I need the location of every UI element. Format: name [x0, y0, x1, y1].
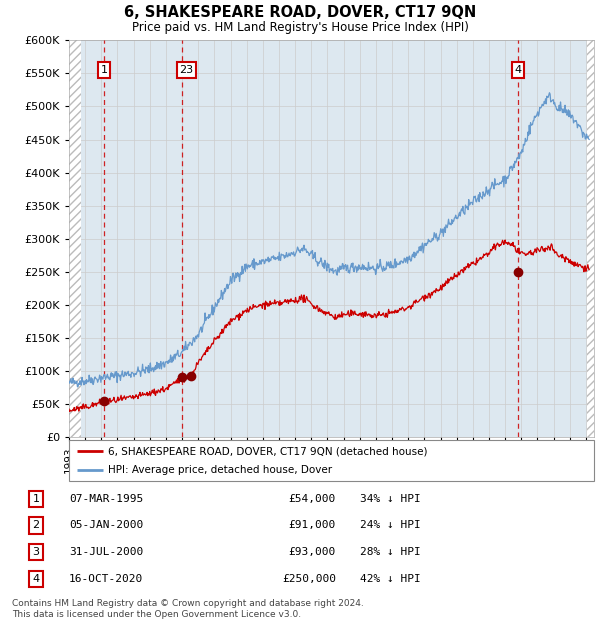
- Text: 4: 4: [32, 574, 40, 584]
- Text: £93,000: £93,000: [289, 547, 336, 557]
- Text: £54,000: £54,000: [289, 494, 336, 504]
- Text: £91,000: £91,000: [289, 520, 336, 531]
- Bar: [587, 40, 594, 437]
- Text: 34% ↓ HPI: 34% ↓ HPI: [360, 494, 421, 504]
- Text: 31-JUL-2000: 31-JUL-2000: [69, 547, 143, 557]
- Text: Contains HM Land Registry data © Crown copyright and database right 2024.
This d: Contains HM Land Registry data © Crown c…: [12, 600, 364, 619]
- Text: 4: 4: [514, 65, 521, 75]
- Text: 6, SHAKESPEARE ROAD, DOVER, CT17 9QN: 6, SHAKESPEARE ROAD, DOVER, CT17 9QN: [124, 5, 476, 20]
- Text: 28% ↓ HPI: 28% ↓ HPI: [360, 547, 421, 557]
- Text: 16-OCT-2020: 16-OCT-2020: [69, 574, 143, 584]
- Text: Price paid vs. HM Land Registry's House Price Index (HPI): Price paid vs. HM Land Registry's House …: [131, 21, 469, 34]
- Text: 23: 23: [179, 65, 194, 75]
- Text: £250,000: £250,000: [282, 574, 336, 584]
- FancyBboxPatch shape: [69, 440, 594, 480]
- Text: 24% ↓ HPI: 24% ↓ HPI: [360, 520, 421, 531]
- Text: 1: 1: [101, 65, 108, 75]
- Text: 1: 1: [32, 494, 40, 504]
- Text: 2: 2: [32, 520, 40, 531]
- Text: HPI: Average price, detached house, Dover: HPI: Average price, detached house, Dove…: [109, 464, 332, 475]
- Bar: [69, 40, 81, 437]
- Text: 42% ↓ HPI: 42% ↓ HPI: [360, 574, 421, 584]
- Text: 6, SHAKESPEARE ROAD, DOVER, CT17 9QN (detached house): 6, SHAKESPEARE ROAD, DOVER, CT17 9QN (de…: [109, 446, 428, 456]
- Text: 07-MAR-1995: 07-MAR-1995: [69, 494, 143, 504]
- Text: 3: 3: [32, 547, 40, 557]
- Text: 05-JAN-2000: 05-JAN-2000: [69, 520, 143, 531]
